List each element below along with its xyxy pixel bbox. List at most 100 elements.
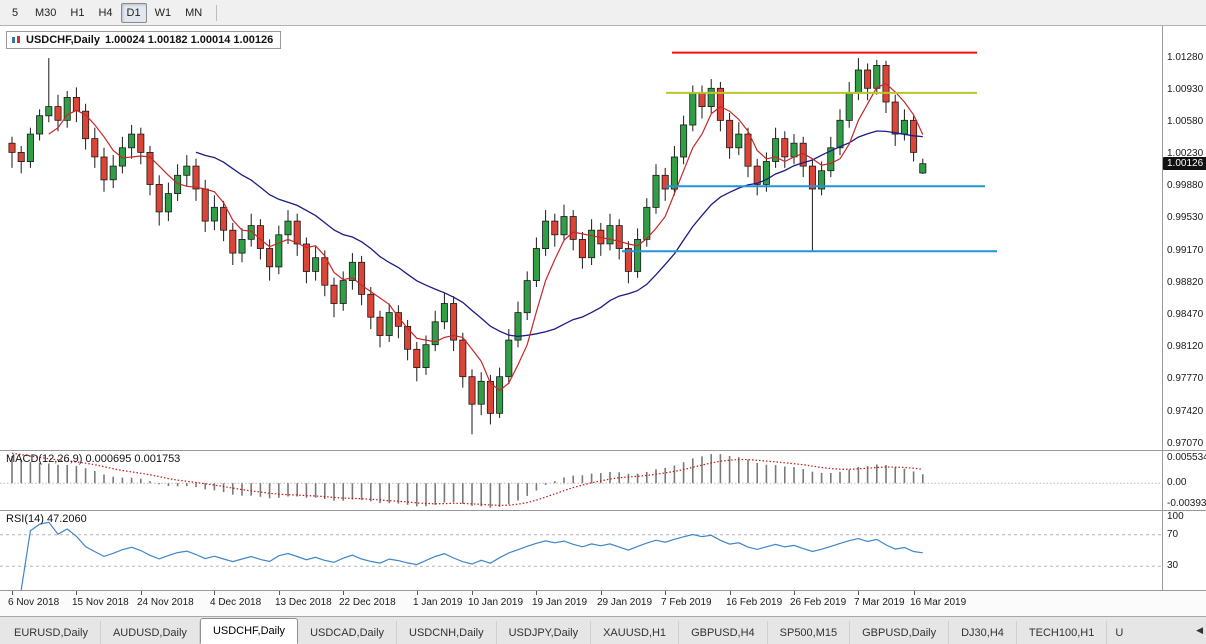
date-axis-label: 6 Nov 2018 [8,597,60,608]
date-axis-label: 22 Dec 2018 [339,597,396,608]
timeframe-button-d1[interactable]: D1 [120,2,147,23]
date-tick [858,591,859,595]
ma-fast-line [48,83,924,392]
price-axis-label: 0.98470 [1167,309,1204,320]
timeframe-button-w1[interactable]: W1 [154,6,172,19]
rsi-scale-100: 100 [1167,511,1184,522]
price-axis-label: 1.00230 [1167,148,1204,159]
price-chart-panel[interactable] [0,26,1162,450]
date-axis-label: 24 Nov 2018 [137,597,194,608]
date-axis-label: 7 Mar 2019 [854,597,905,608]
tab-sp500-m15[interactable]: SP500,M15 [768,621,851,644]
date-axis-label: 16 Mar 2019 [910,597,967,608]
rsi-name: RSI(14) [6,513,44,525]
macd-histogram [11,454,924,508]
tab-eurusd-daily[interactable]: EURUSD,Daily [2,621,101,644]
date-axis-label: 29 Jan 2019 [597,597,653,608]
tab-audusd-daily[interactable]: AUDUSD,Daily [101,621,200,644]
panel-separator[interactable] [0,450,1206,451]
date-tick [12,591,13,595]
tab-xauusd-h1[interactable]: XAUUSD,H1 [591,621,680,644]
date-tick [141,591,142,595]
date-axis [0,591,1206,616]
tab-gbpusd-h4[interactable]: GBPUSD,H4 [679,621,768,644]
price-axis-label: 1.00580 [1167,116,1204,127]
date-tick [794,591,795,595]
date-axis-label: 10 Jan 2019 [468,597,524,608]
price-axis-label: 0.99880 [1167,180,1204,191]
tab-tech100-h1[interactable]: TECH100,H1 [1017,621,1108,644]
date-tick [417,591,418,595]
macd-current-values: 0.000695 0.001753 [85,453,181,465]
panel-separator [0,590,1206,591]
price-axis-label: 0.97770 [1167,373,1204,384]
chart-ohlc-values: 1.00024 1.00182 1.00014 1.00126 [104,34,274,46]
date-tick [76,591,77,595]
date-axis-label: 26 Feb 2019 [790,597,847,608]
tab-usdchf-daily[interactable]: USDCHF,Daily [199,618,299,644]
date-axis-label: 7 Feb 2019 [661,597,712,608]
main-chart-canvas[interactable] [0,26,1162,450]
price-axis-label: 1.01280 [1167,52,1204,63]
date-axis-label: 13 Dec 2018 [275,597,332,608]
tab-usdcad-daily[interactable]: USDCAD,Daily [298,621,398,644]
date-tick [730,591,731,595]
ma-slow-line [195,130,923,338]
macd-scale-zero: 0.00 [1167,477,1187,488]
date-axis-label: 15 Nov 2018 [72,597,129,608]
chart-symbol-label: USDCHF,Daily [26,34,100,46]
timeframe-button-mn[interactable]: MN [185,6,203,19]
macd-name: MACD(12,26,9) [6,453,83,465]
macd-scale-min: -0.003936 [1167,498,1206,509]
rsi-canvas[interactable] [0,511,1162,591]
date-axis-label: 4 Dec 2018 [210,597,262,608]
macd-scale-max: 0.005534 [1167,452,1206,463]
tab-gbpusd-daily[interactable]: GBPUSD,Daily [850,621,950,644]
chart-tab-bar: EURUSD,Daily AUDUSD,Daily USDCHF,Daily USDC… [0,616,1206,644]
candlestick-series [8,58,927,435]
timeframe-button-h1[interactable]: H1 [70,6,85,19]
timeframe-button-m30[interactable]: M30 [35,6,57,19]
macd-signal-line [11,452,923,507]
tab-usdjpy-daily[interactable]: USDJPY,Daily [497,621,592,644]
timeframe-button-5[interactable]: 5 [11,6,19,19]
rsi-line [20,521,923,591]
price-axis-label: 0.99170 [1167,245,1204,256]
panel-separator[interactable] [0,510,1206,511]
rsi-current-value: 47.2060 [46,513,87,525]
date-tick [214,591,215,595]
price-axis-label: 0.98120 [1167,341,1204,352]
macd-indicator-label: MACD(12,26,9) 0.000695 0.001753 [6,453,180,465]
tab-u[interactable]: U [1115,626,1124,639]
date-tick [536,591,537,595]
price-axis-label: 0.99530 [1167,212,1204,223]
price-axis-label: 0.97420 [1167,406,1204,417]
date-axis-label: 16 Feb 2019 [726,597,783,608]
date-tick [601,591,602,595]
date-tick [472,591,473,595]
rsi-indicator-panel[interactable] [0,511,1162,591]
macd-indicator-panel[interactable] [0,451,1162,510]
tab-scroll-left-icon[interactable]: ◀ [1196,625,1203,635]
date-axis-label: 1 Jan 2019 [413,597,463,608]
date-axis-label: 19 Jan 2019 [532,597,588,608]
current-price-badge: 1.00126 [1163,157,1206,170]
date-tick [343,591,344,595]
tab-dj30-h4[interactable]: DJ30,H4 [949,621,1017,644]
date-tick [665,591,666,595]
tab-usdcnh-daily[interactable]: USDCNH,Daily [397,621,497,644]
chart-icon [11,35,21,45]
rsi-scale-70: 70 [1167,529,1179,540]
macd-canvas[interactable] [0,451,1162,510]
timeframe-button-h4[interactable]: H4 [98,6,113,19]
date-tick [914,591,915,595]
date-tick [279,591,280,595]
rsi-indicator-label: RSI(14) 47.2060 [6,513,87,525]
timeframe-toolbar: 5 M30 H1 H4 D1 W1 MN [0,0,1206,26]
price-axis-label: 0.97070 [1167,438,1204,449]
price-axis-label: 0.98820 [1167,277,1204,288]
price-axis-border [1162,26,1163,591]
toolbar-separator [216,4,218,21]
price-axis-label: 1.00930 [1167,84,1204,95]
